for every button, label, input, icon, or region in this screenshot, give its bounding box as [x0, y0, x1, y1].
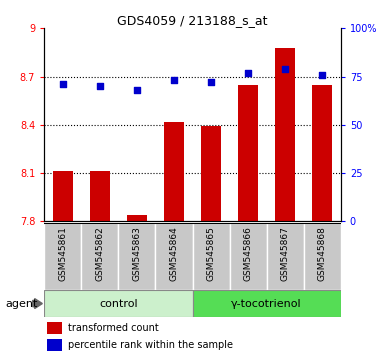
Text: GSM545862: GSM545862: [95, 227, 104, 281]
Text: GSM545863: GSM545863: [132, 227, 141, 281]
Text: γ-tocotrienol: γ-tocotrienol: [231, 298, 302, 309]
Bar: [201, 126, 221, 221]
Point: [208, 80, 214, 85]
Bar: [192, 223, 229, 290]
Bar: [47, 322, 62, 334]
Bar: [164, 121, 184, 221]
Text: GSM545864: GSM545864: [169, 227, 179, 281]
Title: GDS4059 / 213188_s_at: GDS4059 / 213188_s_at: [117, 14, 268, 27]
Text: GSM545866: GSM545866: [244, 227, 253, 281]
Point: [134, 87, 140, 93]
Bar: [53, 171, 73, 221]
Point: [319, 72, 325, 78]
Text: agent: agent: [6, 298, 38, 309]
Text: control: control: [99, 298, 138, 309]
Bar: [127, 215, 147, 221]
Bar: [229, 223, 266, 290]
Bar: [47, 339, 62, 350]
Bar: [119, 223, 156, 290]
Bar: [275, 47, 295, 221]
Bar: [81, 223, 119, 290]
Bar: [192, 290, 341, 317]
Bar: [44, 290, 192, 317]
Text: GSM545867: GSM545867: [281, 227, 290, 281]
Bar: [312, 85, 332, 221]
Point: [245, 70, 251, 75]
Bar: [156, 223, 192, 290]
Point: [171, 78, 177, 83]
Point: [282, 66, 288, 72]
Point: [97, 84, 103, 89]
Text: percentile rank within the sample: percentile rank within the sample: [68, 340, 233, 350]
Point: [60, 81, 66, 87]
Bar: [44, 223, 81, 290]
Bar: [267, 223, 304, 290]
Bar: [90, 171, 110, 221]
Text: transformed count: transformed count: [68, 323, 159, 333]
Text: GSM545868: GSM545868: [318, 227, 327, 281]
Text: GSM545861: GSM545861: [58, 227, 67, 281]
Text: GSM545865: GSM545865: [206, 227, 216, 281]
Bar: [238, 85, 258, 221]
Bar: [304, 223, 341, 290]
